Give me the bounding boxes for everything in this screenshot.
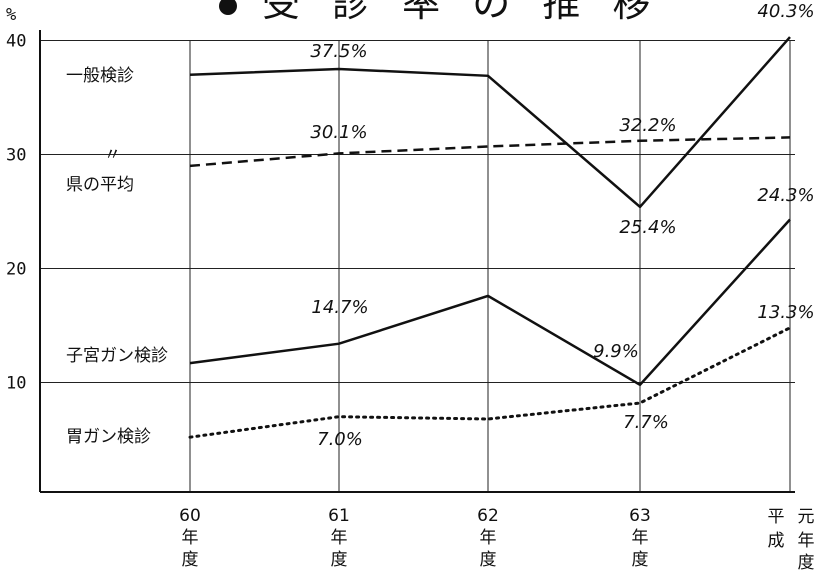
x-category-3-2: 度	[632, 550, 649, 570]
series-line-0	[189, 36, 791, 209]
y-tick-label-30: 30	[6, 146, 26, 166]
series-label-1: 県の平均	[66, 175, 134, 195]
series-line-3	[188, 326, 792, 439]
series-lines	[188, 36, 792, 439]
x-category-2-1: 年	[480, 528, 497, 548]
x-category-3-0: 63	[629, 506, 651, 526]
data-label-9: 7.0%	[317, 429, 363, 450]
y-tick-label-40: 40	[6, 32, 26, 52]
y-tick-label-10: 10	[6, 374, 26, 394]
data-label-1: 30.1%	[310, 122, 367, 143]
data-labels: 37.5% 30.1% 32.2% 40.3% 25.4% 24.3% 14.7% 9.9% 1…	[310, 1, 814, 450]
data-label-4: 25.4%	[619, 217, 676, 238]
y-tick-label-20: 20	[6, 260, 26, 280]
title-bullet-icon	[219, 0, 237, 15]
x-category-3-1: 年	[632, 528, 649, 548]
series-label-2: 子宮ガン検診	[66, 346, 168, 366]
series-label-0: 一般検診	[66, 66, 134, 86]
data-label-8: 13.3%	[757, 302, 814, 323]
x-category-2-0: 62	[477, 506, 499, 526]
x-category-4-4: 度	[798, 553, 815, 572]
data-label-0: 37.5%	[310, 41, 367, 62]
chart-title: 受 診 率 の 推 移	[262, 0, 660, 25]
series-ditto-mark: 〃	[104, 145, 121, 165]
x-category-1-2: 度	[331, 550, 348, 570]
data-label-10: 7.7%	[623, 412, 669, 433]
data-label-2: 32.2%	[619, 115, 676, 136]
x-category-1-0: 61	[328, 506, 350, 526]
x-category-0-0: 60	[179, 506, 201, 526]
x-category-4-0: 平	[768, 507, 785, 527]
x-category-4-2: 元	[798, 507, 815, 527]
x-category-2-2: 度	[480, 550, 497, 570]
axes	[39, 30, 795, 493]
x-category-4-1: 成	[768, 531, 785, 551]
series-line-1	[189, 136, 791, 168]
series-label-3: 胃ガン検診	[66, 427, 151, 447]
y-unit: %	[6, 5, 16, 25]
series-line-2	[189, 218, 791, 387]
y-tick-labels: 40 30 20 10	[6, 32, 26, 394]
data-label-7: 9.9%	[593, 341, 639, 362]
data-label-3: 40.3%	[757, 1, 814, 22]
grid-lines	[40, 40, 795, 492]
data-label-6: 14.7%	[311, 297, 368, 318]
x-category-0-1: 年	[182, 528, 199, 548]
x-category-0-2: 度	[182, 550, 199, 570]
x-category-4-3: 年	[798, 531, 815, 551]
x-category-1-1: 年	[331, 528, 348, 548]
data-label-5: 24.3%	[757, 185, 814, 206]
